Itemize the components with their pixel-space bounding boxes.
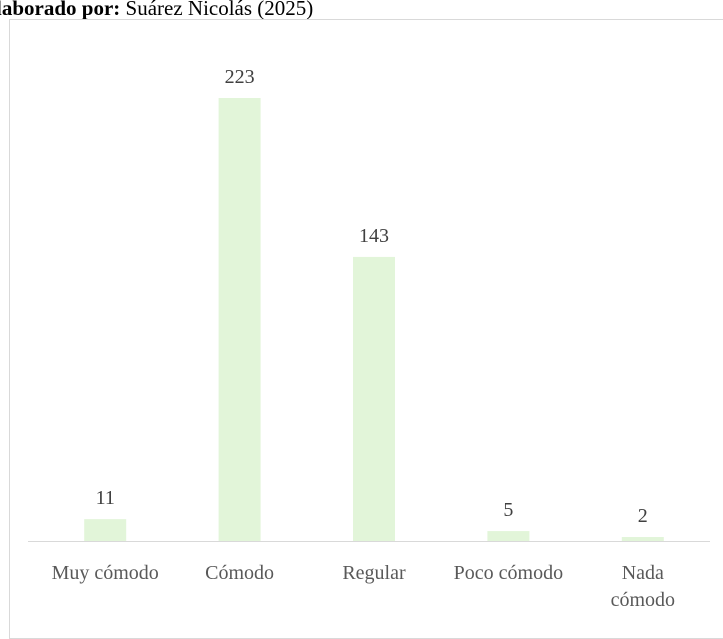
category-label-3: Poco cómodo [454, 562, 563, 584]
data-label-1: 223 [225, 66, 255, 88]
data-label-2: 143 [359, 225, 389, 247]
bar-2 [353, 256, 395, 541]
data-label-4: 2 [638, 505, 648, 527]
data-label-3: 5 [503, 499, 513, 521]
bar-1 [218, 98, 261, 541]
category-label-4: Nada cómodo [611, 562, 675, 611]
category-label-0: Muy cómodo [52, 562, 159, 584]
bar-3 [487, 531, 530, 541]
bars-layer [84, 98, 664, 541]
bar-0 [84, 519, 127, 541]
category-label-2: Regular [342, 562, 406, 584]
data-label-0: 11 [96, 487, 115, 509]
source-caption: laborado por: Suárez Nicolás (2025) [0, 0, 313, 21]
source-text: Suárez Nicolás (2025) [125, 0, 314, 20]
bar-4 [621, 537, 664, 541]
bar-chart: 11 Muy cómodo 223 Cómodo 143 Regular 5 Poco cóm… [28, 66, 710, 611]
category-label-1: Cómodo [205, 562, 274, 584]
labels-layer: 11 Muy cómodo 223 Cómodo 143 Regular 5 Poco cóm… [52, 66, 675, 611]
source-prefix: laborado por: [0, 0, 121, 20]
